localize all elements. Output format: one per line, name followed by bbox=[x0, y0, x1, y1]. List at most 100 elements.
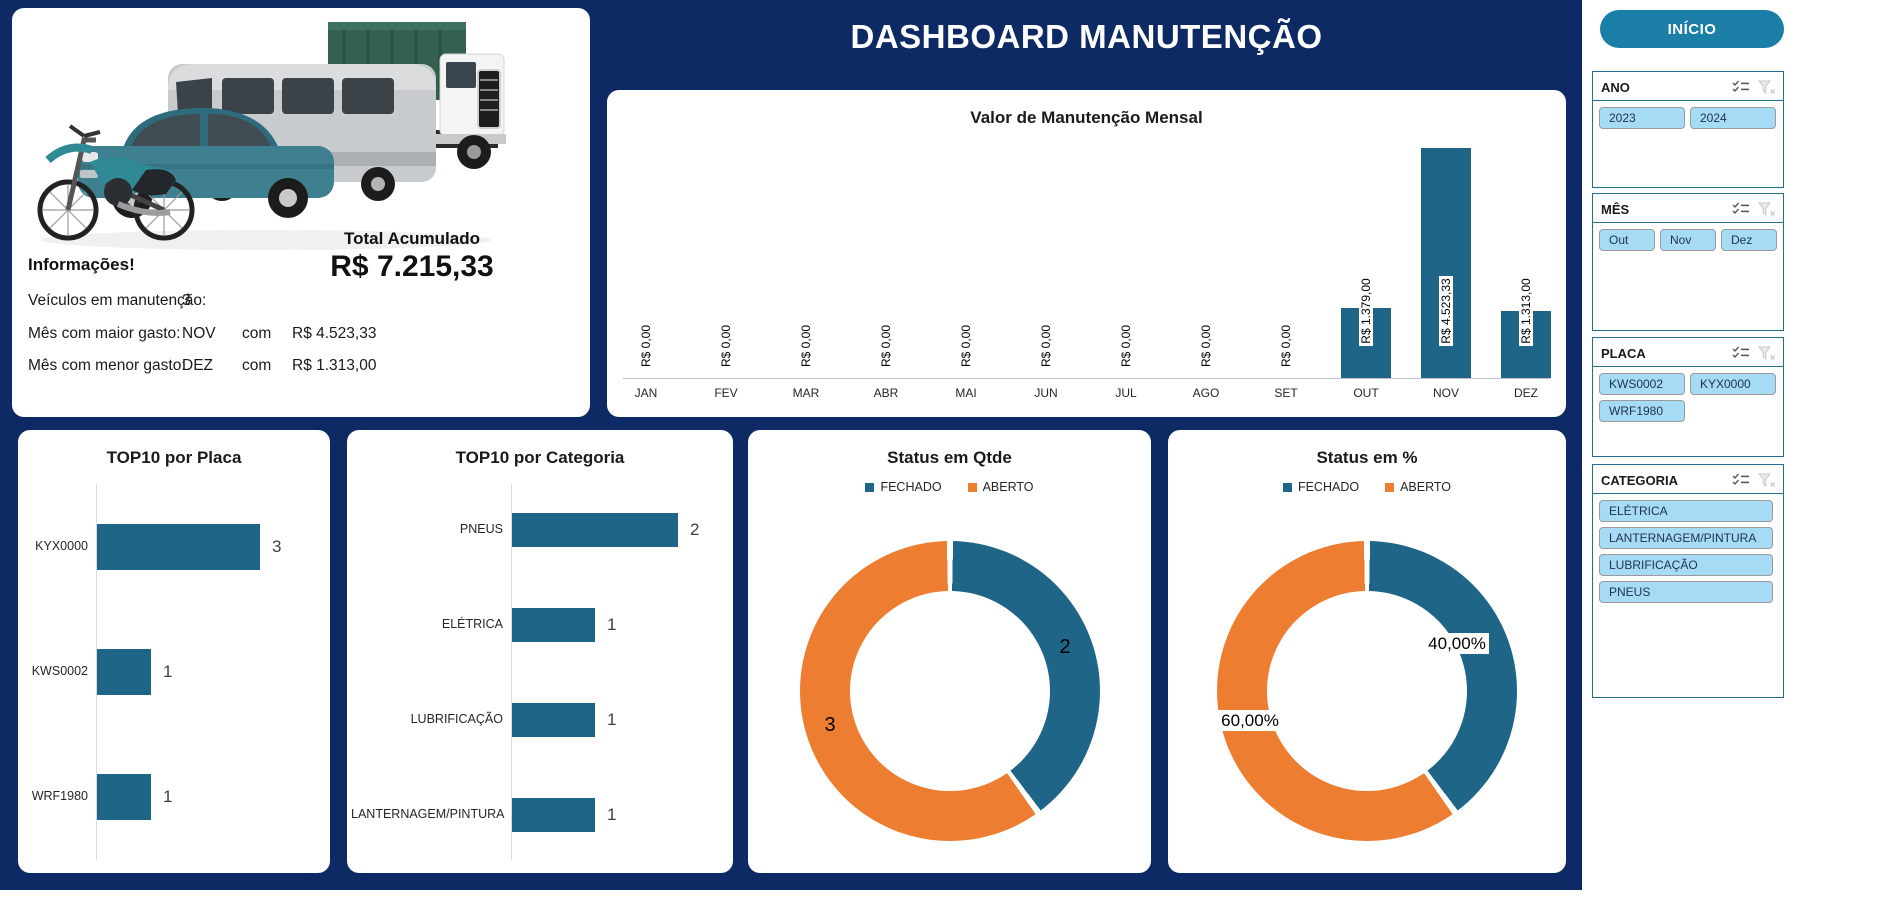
slicer-items: Out Nov Dez bbox=[1593, 223, 1783, 257]
clear-filter-icon[interactable] bbox=[1758, 202, 1775, 217]
vehicles-label: Veículos em manutenção: bbox=[28, 292, 207, 309]
bar-ELÉTRICA bbox=[512, 608, 595, 642]
monthly-chart-plot: JAN R$ 0,00 FEV R$ 0,00 MAR R$ 0,00 ABR R$ 0,00… bbox=[607, 90, 1566, 417]
legend-item-aberto: ABERTO bbox=[967, 480, 1034, 494]
slicer-item-2023[interactable]: 2023 bbox=[1599, 107, 1685, 129]
slicer-categoria: CATEGORIA ELÉTRICA LANTERNAGEM/PINTURA LUBR… bbox=[1592, 464, 1784, 698]
month-label-DEZ: DEZ bbox=[1514, 386, 1538, 400]
y-axis-line bbox=[511, 484, 512, 860]
slicer-title: PLACA bbox=[1601, 345, 1646, 361]
max-month-value: NOV bbox=[182, 325, 216, 342]
value-label-MAI: R$ 0,00 bbox=[959, 322, 973, 370]
multi-select-icon[interactable] bbox=[1732, 346, 1750, 360]
multi-select-icon[interactable] bbox=[1732, 202, 1750, 216]
slicer-header-placa: PLACA bbox=[1593, 338, 1783, 367]
slicer-item-out[interactable]: Out bbox=[1599, 229, 1655, 251]
donut-hole bbox=[850, 591, 1050, 791]
max-month-label: Mês com maior gasto: bbox=[28, 325, 181, 342]
month-label-MAR: MAR bbox=[792, 386, 820, 400]
monthly-maintenance-chart: Valor de Manutenção Mensal JAN R$ 0,00 FEV… bbox=[607, 90, 1566, 417]
slicer-mes: MÊS Out Nov Dez bbox=[1592, 193, 1784, 331]
value-label-DEZ: R$ 1.313,00 bbox=[1519, 276, 1533, 346]
value-label-MAR: R$ 0,00 bbox=[799, 322, 813, 370]
legend-label: FECHADO bbox=[880, 480, 942, 494]
month-label-SET: SET bbox=[1274, 386, 1298, 400]
vehicles-illustration bbox=[37, 22, 506, 250]
category-label-PNEUS: PNEUS bbox=[459, 522, 503, 536]
value-label-JAN: R$ 0,00 bbox=[639, 322, 653, 370]
clear-filter-icon[interactable] bbox=[1758, 346, 1775, 361]
total-accumulated-label: Total Acumulado bbox=[344, 229, 480, 248]
value-label-ABR: R$ 0,00 bbox=[879, 322, 893, 370]
category-label-KWS0002: KWS0002 bbox=[31, 664, 88, 678]
slicer-item-lanternagem/pintura[interactable]: LANTERNAGEM/PINTURA bbox=[1599, 527, 1773, 549]
category-label-ELÉTRICA: ELÉTRICA bbox=[441, 617, 503, 631]
slicer-item-lubrificação[interactable]: LUBRIFICAÇÃO bbox=[1599, 554, 1773, 576]
top10-placa-title: TOP10 por Placa bbox=[106, 448, 242, 467]
legend: FECHADO ABERTO bbox=[1168, 480, 1566, 494]
slicer-item-kws0002[interactable]: KWS0002 bbox=[1599, 373, 1685, 395]
category-label-LANTERNAGEM/PINTURA: LANTERNAGEM/PINTURA bbox=[351, 807, 505, 821]
min-month-conjunction: com bbox=[242, 357, 272, 374]
info-panel: Informações! Veículos em manutenção: 3 M… bbox=[12, 8, 590, 417]
multi-select-icon[interactable] bbox=[1732, 473, 1750, 487]
value-label-SET: R$ 0,00 bbox=[1279, 322, 1293, 370]
status-pct-chart: Status em % FECHADO ABERTO 40,00% 60,00% bbox=[1168, 430, 1566, 873]
slicer-item-elétrica[interactable]: ELÉTRICA bbox=[1599, 500, 1773, 522]
value-label-ELÉTRICA: 1 bbox=[607, 615, 617, 634]
legend-label: ABERTO bbox=[982, 480, 1034, 494]
x-axis-line bbox=[623, 378, 1550, 379]
month-label-AGO: AGO bbox=[1192, 386, 1220, 400]
min-month-amount: R$ 1.313,00 bbox=[292, 357, 377, 374]
slicer-item-wrf1980[interactable]: WRF1980 bbox=[1599, 400, 1685, 422]
aberto-swatch-icon bbox=[1385, 482, 1395, 492]
month-label-OUT: OUT bbox=[1353, 386, 1379, 400]
status-pct-title: Status em % bbox=[1316, 448, 1418, 467]
slicer-items: ELÉTRICA LANTERNAGEM/PINTURA LUBRIFICAÇÃO P… bbox=[1593, 494, 1783, 609]
bar-KWS0002 bbox=[97, 649, 151, 695]
multi-select-icon[interactable] bbox=[1732, 80, 1750, 94]
slicer-placa: PLACA KWS0002 KYX0000 WRF1980 bbox=[1592, 337, 1784, 457]
value-label-JUN: R$ 0,00 bbox=[1039, 322, 1053, 370]
info-row-vehicles: Veículos em manutenção: 3 bbox=[12, 292, 590, 312]
value-label-AGO: R$ 0,00 bbox=[1199, 322, 1213, 370]
status-qtde-chart: Status em Qtde FECHADO ABERTO 2 3 bbox=[748, 430, 1151, 873]
month-label-MAI: MAI bbox=[955, 386, 977, 400]
inicio-button[interactable]: INÍCIO bbox=[1600, 10, 1784, 48]
max-month-conjunction: com bbox=[242, 325, 272, 342]
slicer-item-kyx0000[interactable]: KYX0000 bbox=[1690, 373, 1776, 395]
slicer-header-ano: ANO bbox=[1593, 72, 1783, 101]
slicer-header-categoria: CATEGORIA bbox=[1593, 465, 1783, 494]
value-label-PNEUS: 2 bbox=[690, 520, 700, 539]
slicer-title: ANO bbox=[1601, 79, 1630, 95]
value-label-FEV: R$ 0,00 bbox=[719, 322, 733, 370]
motorcycle-graphic bbox=[37, 124, 195, 241]
month-label-ABR: ABR bbox=[873, 386, 899, 400]
slicer-item-2024[interactable]: 2024 bbox=[1690, 107, 1776, 129]
clear-filter-icon[interactable] bbox=[1758, 473, 1775, 488]
slicer-header-mês: MÊS bbox=[1593, 194, 1783, 223]
info-row-max-month: Mês com maior gasto: NOV com R$ 4.523,33 bbox=[12, 325, 590, 345]
donut-pct bbox=[1217, 541, 1517, 841]
slicer-item-nov[interactable]: Nov bbox=[1660, 229, 1716, 251]
clear-filter-icon[interactable] bbox=[1758, 80, 1775, 95]
status-qtde-title: Status em Qtde bbox=[887, 448, 1012, 467]
total-accumulated-value: R$ 7.215,33 bbox=[330, 250, 494, 283]
slicer-item-pneus[interactable]: PNEUS bbox=[1599, 581, 1773, 603]
page-title: DASHBOARD MANUTENÇÃO bbox=[850, 18, 1323, 55]
slicer-title: MÊS bbox=[1601, 201, 1630, 217]
slicer-items: KWS0002 KYX0000 WRF1980 bbox=[1593, 367, 1783, 428]
top10-categoria-chart: TOP10 por Categoria PNEUS 2 ELÉTRICA 1 LUBRI… bbox=[347, 430, 733, 873]
month-label-JUN: JUN bbox=[1034, 386, 1058, 400]
top10-placa-chart: TOP10 por Placa KYX0000 3 KWS0002 1 WRF1980 1 bbox=[18, 430, 330, 873]
min-month-value: DEZ bbox=[182, 357, 213, 374]
slicer-item-dez[interactable]: Dez bbox=[1721, 229, 1777, 251]
max-month-amount: R$ 4.523,33 bbox=[292, 325, 377, 342]
fechado-count-label: 2 bbox=[1059, 636, 1071, 658]
legend-item-aberto: ABERTO bbox=[1385, 480, 1451, 494]
month-label-JUL: JUL bbox=[1115, 386, 1137, 400]
bar-LUBRIFICAÇÃO bbox=[512, 703, 595, 737]
donut-hole bbox=[1267, 591, 1467, 791]
min-month-label: Mês com menor gasto: bbox=[28, 357, 186, 374]
value-label-LANTERNAGEM/PINTURA: 1 bbox=[607, 805, 617, 824]
